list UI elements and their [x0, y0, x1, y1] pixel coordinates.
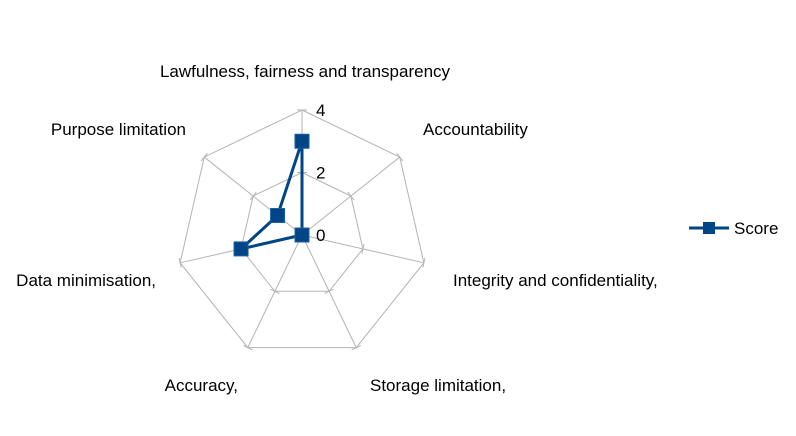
radial-tick-label: 2 [316, 164, 325, 183]
data-point-marker [294, 133, 310, 149]
legend-marker [703, 222, 715, 234]
tick-mark [422, 257, 426, 268]
radial-tick-labels: 0 2 4 [316, 101, 325, 245]
tick-mark [243, 345, 253, 351]
legend-label: Score [734, 219, 778, 238]
tick-mark [361, 243, 365, 254]
radial-tick-label: 4 [316, 101, 325, 120]
series-line-1 [239, 139, 304, 251]
grid-ring-4 [179, 109, 425, 349]
radial-tick-label: 0 [316, 226, 325, 245]
radar-grid [179, 109, 425, 349]
tick-mark [249, 191, 257, 201]
tick-mark [396, 152, 404, 162]
grid-ring-2 [240, 171, 364, 292]
category-label: Data minimisation, [16, 271, 156, 290]
tick-mark [347, 191, 355, 201]
category-label: Storage limitation, [370, 376, 506, 395]
category-label: Integrity and confidentiality, [453, 271, 658, 290]
category-label: Lawfulness, fairness and transparency [160, 62, 451, 81]
tick-mark [324, 288, 334, 294]
tick-mark [200, 152, 208, 162]
tick-mark [270, 288, 280, 294]
legend: Score [689, 219, 778, 238]
tick-mark [351, 345, 361, 351]
data-point-marker [270, 208, 286, 224]
category-labels: Lawfulness, fairness and transparency Acc… [16, 62, 658, 395]
data-series [233, 133, 310, 257]
category-label: Accountability [423, 120, 528, 139]
tick-mark [178, 257, 182, 268]
category-label: Accuracy, [165, 376, 238, 395]
category-label: Purpose limitation [51, 120, 186, 139]
data-point-marker [233, 241, 249, 257]
data-point-marker [294, 227, 310, 243]
